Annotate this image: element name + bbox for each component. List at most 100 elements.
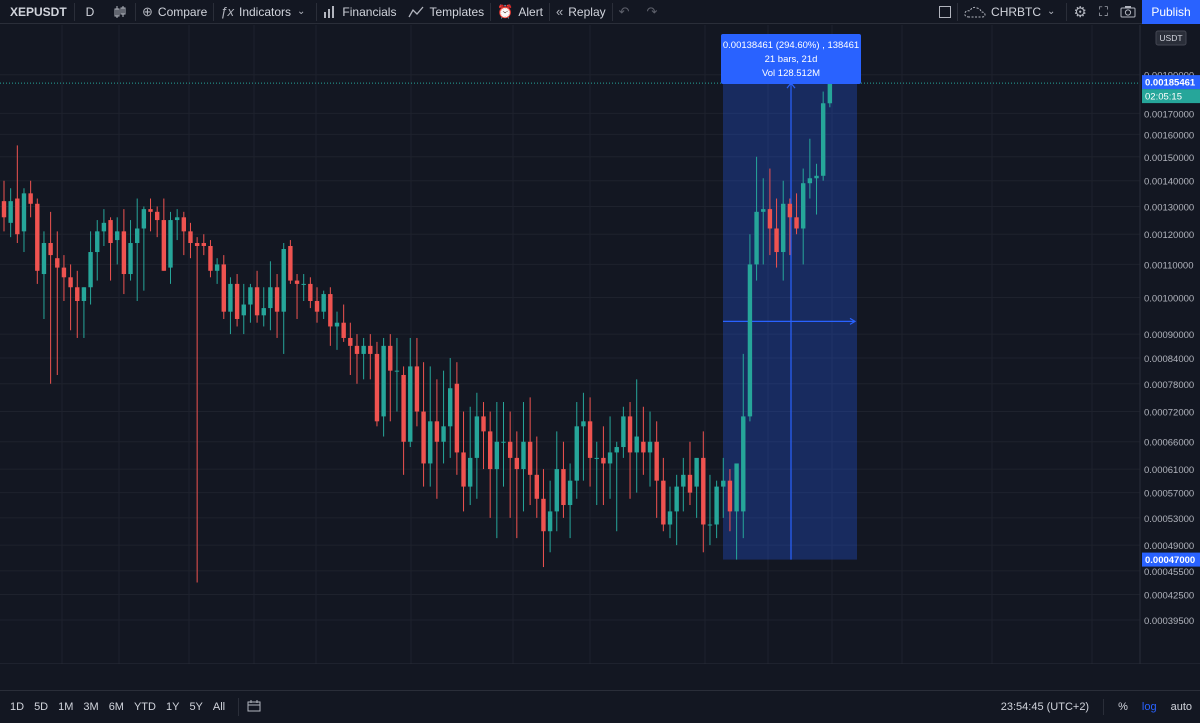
compare-symbol-label: CHRBTC <box>991 4 1042 19</box>
replay-button[interactable]: « Replay <box>550 0 612 24</box>
compare-symbol-select[interactable]: CHRBTC ⌄ <box>958 0 1066 24</box>
layout-button[interactable] <box>933 0 957 24</box>
candle-body <box>754 211 759 265</box>
snapshot-button[interactable] <box>1114 0 1142 24</box>
candle-body <box>268 287 273 309</box>
candle-body <box>254 287 260 316</box>
range-button[interactable]: 5D <box>34 701 49 713</box>
candle-body <box>121 231 127 275</box>
candle-body <box>428 421 433 464</box>
candle-body <box>274 287 280 312</box>
interval-select[interactable]: D <box>85 4 95 19</box>
templates-icon <box>408 6 424 17</box>
candle-body <box>541 498 546 532</box>
candle-body <box>747 264 753 417</box>
candle-body <box>627 416 633 453</box>
candle-body <box>734 463 739 512</box>
range-button[interactable]: 3M <box>83 701 99 713</box>
candle-body <box>481 416 486 432</box>
candle-body <box>314 301 320 312</box>
range-button[interactable]: 1M <box>58 701 74 713</box>
range-button[interactable]: 1D <box>10 701 25 713</box>
candle-body <box>294 280 300 284</box>
clock-timezone[interactable]: 23:54:45 (UTC+2) <box>1000 701 1090 713</box>
auto-toggle[interactable]: auto <box>1170 701 1192 713</box>
candle-body <box>561 469 566 506</box>
candle-body <box>820 103 826 176</box>
replay-label: Replay <box>568 4 606 19</box>
price-tick-label: 0.00039500 <box>1144 616 1194 627</box>
candle-body <box>81 287 87 302</box>
templates-label: Templates <box>429 4 485 19</box>
candle-body <box>15 198 20 235</box>
rewind-icon: « <box>556 4 564 19</box>
redo-button[interactable]: ↷ <box>641 0 669 24</box>
alert-button[interactable]: ⏰ Alert <box>491 0 549 24</box>
candle-body <box>21 193 27 232</box>
range-button[interactable]: YTD <box>133 701 156 713</box>
candle-body <box>288 245 293 281</box>
candle-body <box>348 337 353 346</box>
candle-body <box>801 183 806 229</box>
currency-badge[interactable] <box>1155 30 1187 46</box>
chart-canvas[interactable]: 0.00138461 (294.60%) , 138461 21 bars, 21… <box>0 25 1200 664</box>
price-axis[interactable]: 0.001900000.001700000.001600000.00150000… <box>1139 25 1200 664</box>
candle-body <box>487 431 493 470</box>
measure-tooltip-text: 0.00138461 (294.60%) , 138461 <box>723 40 859 51</box>
candle-body <box>554 469 559 512</box>
fullscreen-button[interactable]: ⛶ <box>1093 0 1114 24</box>
camera-icon <box>1120 6 1136 18</box>
low-price-label: 0.00047000 <box>1145 555 1195 566</box>
candle-body <box>721 480 726 487</box>
compare-button[interactable]: ⊕ Compare <box>136 0 213 24</box>
indicators-button[interactable]: ƒx Indicators ⌄ <box>214 0 316 24</box>
percent-toggle[interactable]: % <box>1118 701 1128 713</box>
range-button[interactable]: 6M <box>108 701 124 713</box>
candle-body <box>401 374 406 442</box>
price-chart[interactable]: 0.00138461 (294.60%) , 138461 21 bars, 21… <box>0 25 1200 664</box>
candle-body <box>328 294 333 327</box>
range-button[interactable]: 1Y <box>165 701 180 713</box>
price-tick-label: 0.00130000 <box>1144 202 1194 213</box>
candle-body <box>301 283 306 285</box>
gear-icon: ⚙ <box>1073 3 1087 21</box>
candle-body <box>634 436 639 453</box>
divider <box>1103 699 1105 715</box>
candle-body <box>607 452 613 464</box>
goto-date-button[interactable] <box>247 699 261 715</box>
chevron-down-icon: ⌄ <box>1047 6 1056 17</box>
candle-body <box>647 441 653 453</box>
candle-body <box>201 243 206 246</box>
symbol-search[interactable]: XEPUSDT <box>10 4 67 19</box>
log-toggle[interactable]: log <box>1141 701 1157 713</box>
candle-body <box>188 231 193 244</box>
currency-label: USDT <box>1159 33 1182 43</box>
candle-body <box>61 267 67 278</box>
candle-body <box>521 441 526 470</box>
candle-body <box>514 457 520 470</box>
candle-body <box>208 245 213 271</box>
publish-button[interactable]: Publish <box>1142 0 1200 24</box>
candle-body <box>581 421 586 427</box>
candle-body <box>228 283 233 312</box>
templates-button[interactable]: Templates <box>402 0 490 24</box>
top-toolbar: XEPUSDT D ⊕ Compare ƒx Indicators ⌄ Fina… <box>0 0 1200 24</box>
candle-body <box>161 220 167 271</box>
candle-body <box>354 345 360 354</box>
candle-body <box>574 426 579 481</box>
undo-button[interactable]: ↶ <box>613 0 641 24</box>
candles-chart-type-button[interactable] <box>105 0 135 24</box>
range-button[interactable]: All <box>212 701 226 713</box>
plus-circle-icon: ⊕ <box>142 3 153 19</box>
candle-body <box>667 511 673 525</box>
candle-body <box>474 416 480 458</box>
candle-body <box>168 220 173 268</box>
candle-body <box>807 178 813 184</box>
candle-body <box>587 421 593 458</box>
financials-button[interactable]: Financials <box>317 0 402 24</box>
range-button[interactable]: 5Y <box>189 701 203 713</box>
candle-body <box>694 457 699 487</box>
settings-button[interactable]: ⚙ <box>1067 0 1092 24</box>
candle-body <box>714 486 719 525</box>
price-tick-label: 0.00084000 <box>1144 354 1194 365</box>
